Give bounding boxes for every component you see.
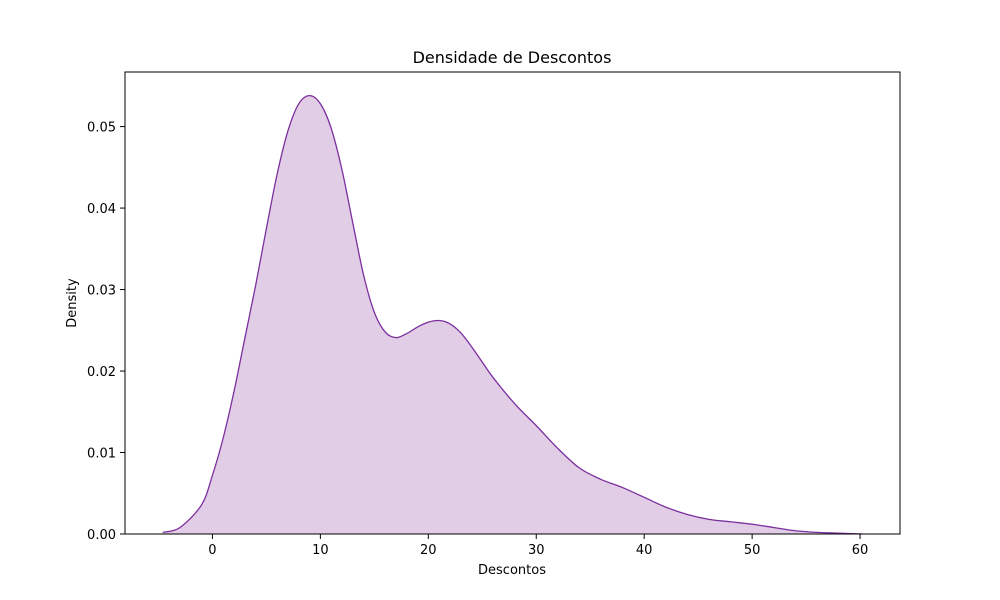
chart-title: Densidade de Descontos (413, 48, 612, 67)
y-tick-label: 0.05 (87, 121, 116, 136)
y-tick-label: 0.04 (87, 202, 116, 217)
y-axis-label: Density (65, 278, 80, 328)
y-tick-label: 0.00 (87, 528, 116, 543)
x-axis-label: Descontos (478, 563, 546, 578)
density-area (162, 95, 863, 534)
y-tick-label: 0.03 (87, 284, 116, 299)
axes-frame (124, 71, 901, 535)
y-axis: 0.00 0.01 0.02 0.03 0.04 0.05 (87, 121, 125, 543)
x-tick-label: 60 (852, 543, 869, 558)
plot-area (162, 94, 863, 535)
x-tick-label: 40 (636, 543, 653, 558)
x-tick-label: 0 (208, 543, 216, 558)
x-axis: 0 10 20 30 40 50 60 (208, 534, 868, 558)
x-tick-label: 30 (528, 543, 545, 558)
y-tick-label: 0.01 (87, 447, 116, 462)
x-tick-label: 20 (420, 543, 437, 558)
y-tick-label: 0.02 (87, 365, 116, 380)
x-tick-label: 50 (744, 543, 761, 558)
x-tick-label: 10 (312, 543, 329, 558)
density-line (162, 94, 863, 535)
